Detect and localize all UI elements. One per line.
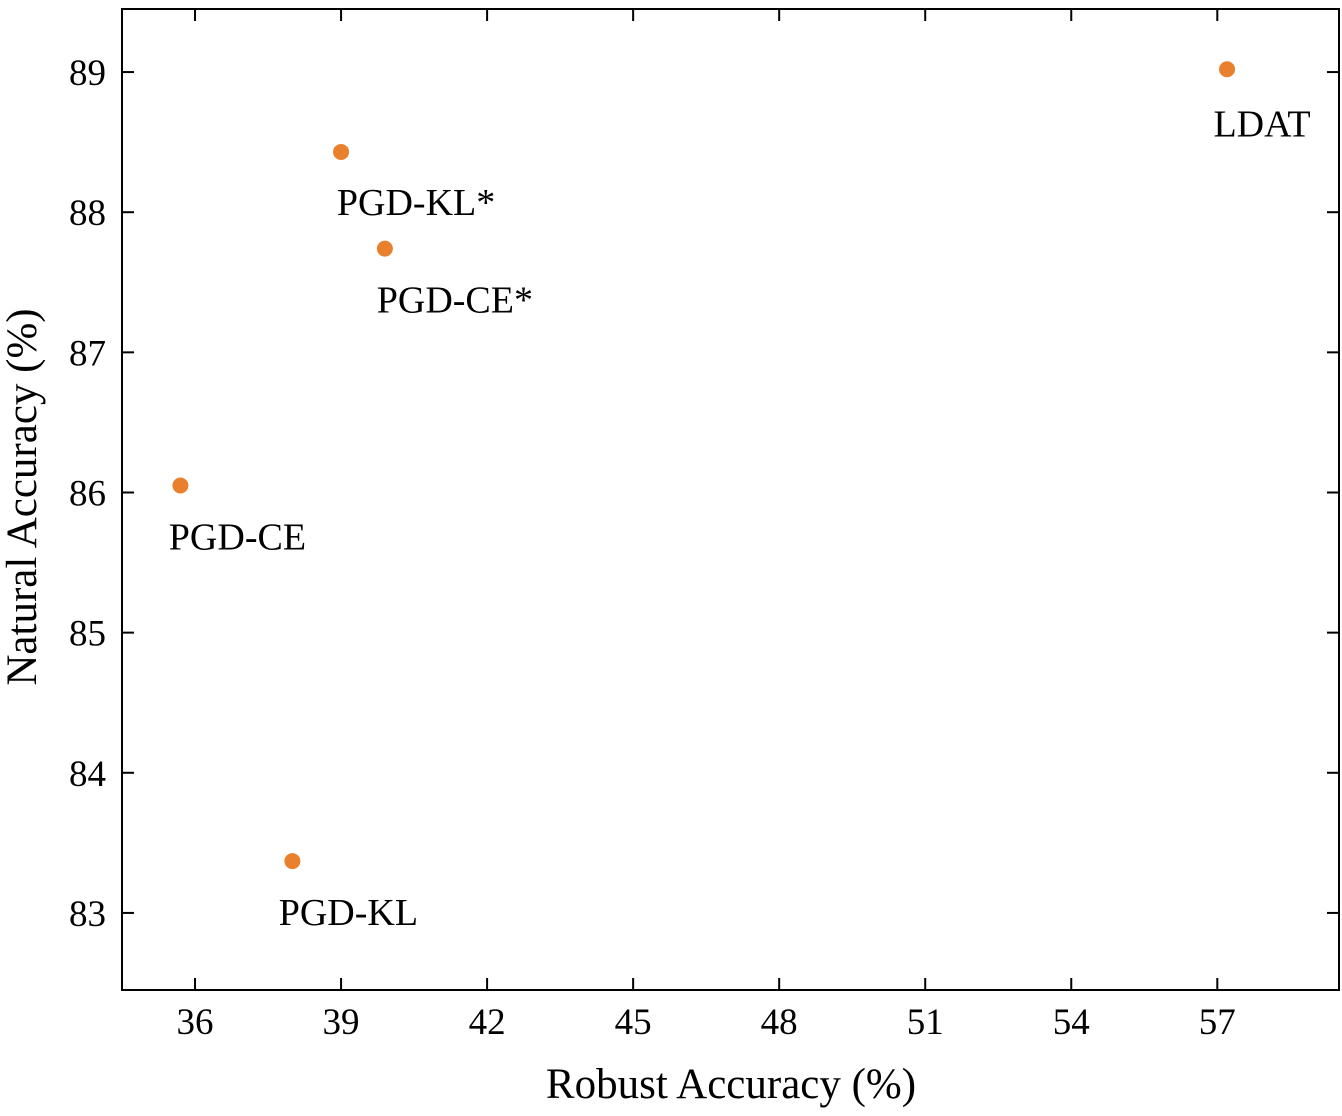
y-axis-title: Natural Accuracy (%) xyxy=(0,308,46,685)
data-point-PGD-CE xyxy=(172,477,189,494)
x-tick-label: 36 xyxy=(177,1002,214,1043)
y-tick-label: 87 xyxy=(69,333,106,374)
x-tick-label: 48 xyxy=(761,1002,798,1043)
y-tick-label: 89 xyxy=(69,53,106,94)
x-tick-label: 51 xyxy=(907,1002,944,1043)
x-tick-label: 39 xyxy=(323,1002,360,1043)
data-point-PGD-KL xyxy=(284,853,301,870)
point-label-PGD-CE*: PGD-CE* xyxy=(377,280,533,322)
data-point-PGD-CE* xyxy=(376,240,393,257)
data-point-LDAT xyxy=(1219,61,1236,78)
data-point-PGD-KL* xyxy=(333,143,350,160)
x-tick-label: 45 xyxy=(615,1002,652,1043)
x-tick-label: 54 xyxy=(1053,1002,1090,1043)
y-tick-label: 83 xyxy=(69,894,106,935)
y-tick-label: 86 xyxy=(69,473,106,514)
x-tick-label: 57 xyxy=(1199,1002,1236,1043)
point-label-LDAT: LDAT xyxy=(1213,103,1310,145)
point-label-PGD-KL*: PGD-KL* xyxy=(337,182,495,224)
plot-border xyxy=(121,8,1340,991)
y-tick-label: 88 xyxy=(69,193,106,234)
y-tick-label: 85 xyxy=(69,614,106,655)
point-label-PGD-KL: PGD-KL xyxy=(279,892,418,934)
x-axis-title: Robust Accuracy (%) xyxy=(546,1061,916,1108)
y-tick-label: 84 xyxy=(69,754,106,795)
point-label-PGD-CE: PGD-CE xyxy=(169,516,306,558)
x-tick-label: 42 xyxy=(469,1002,506,1043)
